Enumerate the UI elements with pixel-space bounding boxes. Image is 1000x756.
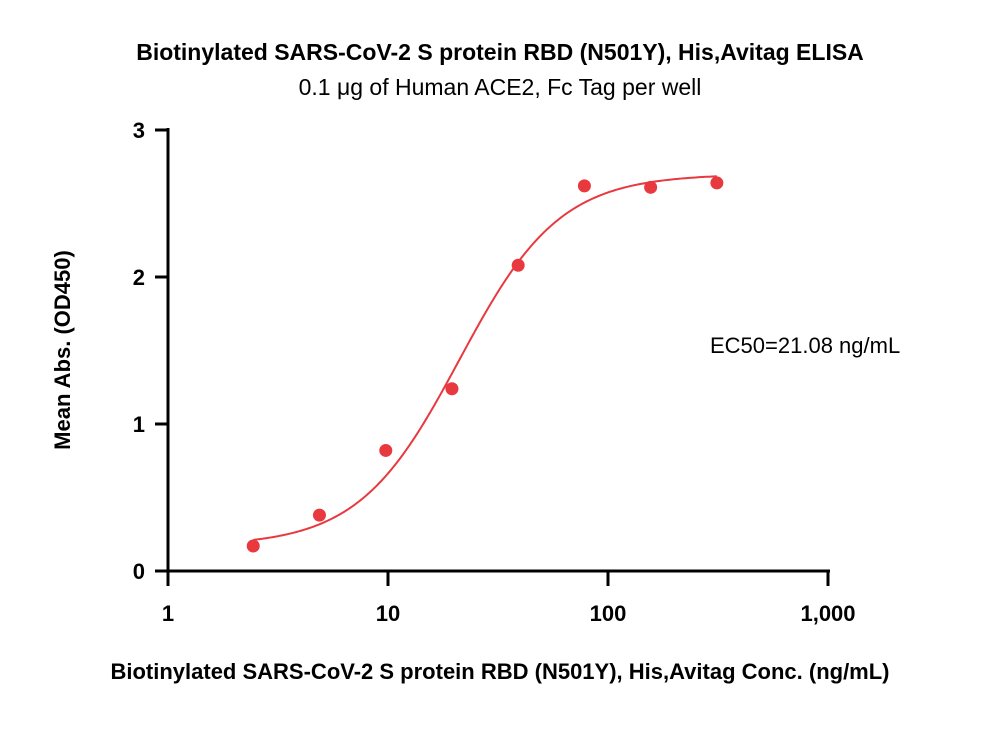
data-point bbox=[511, 258, 525, 272]
y-tick-label: 2 bbox=[133, 265, 145, 290]
data-point bbox=[312, 508, 326, 522]
fit-curve bbox=[253, 175, 717, 541]
data-point bbox=[644, 180, 658, 194]
data-point bbox=[379, 443, 393, 457]
y-tick-label: 0 bbox=[133, 559, 145, 584]
data-point bbox=[577, 179, 591, 193]
x-tick-label: 10 bbox=[376, 601, 400, 626]
x-tick-label: 1 bbox=[162, 601, 174, 626]
chart-subtitle: 0.1 μg of Human ACE2, Fc Tag per well bbox=[299, 74, 702, 100]
x-tick-label: 100 bbox=[590, 601, 627, 626]
y-ticks: 0 1 2 3 bbox=[133, 118, 168, 584]
ec50-annotation: EC50=21.08 ng/mL bbox=[710, 333, 900, 358]
y-tick-label: 1 bbox=[133, 412, 145, 437]
data-point bbox=[710, 176, 724, 190]
chart-title: Biotinylated SARS-CoV-2 S protein RBD (N… bbox=[136, 39, 864, 65]
y-axis-label: Mean Abs. (OD450) bbox=[50, 250, 75, 450]
data-points bbox=[246, 176, 724, 553]
x-axis-label: Biotinylated SARS-CoV-2 S protein RBD (N… bbox=[110, 659, 889, 684]
y-tick-label: 3 bbox=[133, 118, 145, 143]
x-ticks: 1 10 100 1,000 bbox=[162, 571, 856, 626]
data-point bbox=[445, 382, 459, 396]
data-point bbox=[246, 539, 260, 553]
x-tick-label: 1,000 bbox=[800, 601, 855, 626]
